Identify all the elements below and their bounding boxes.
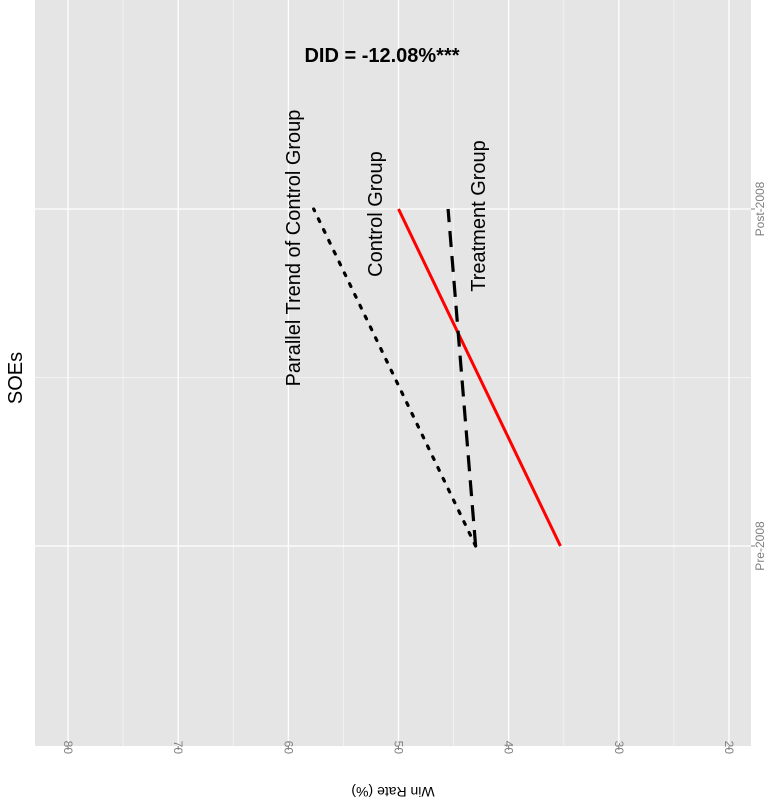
category-tick-label: Post-2008 [753,181,767,236]
value-axis-ticks: 20 30 40 50 60 70 80 [61,741,736,755]
value-tick-label: 70 [171,741,185,755]
parallel-trend-of-control-group-line [312,207,478,548]
y-axis-title: Win Rate (%) [351,784,434,800]
minor-gridlines [35,0,751,746]
value-tick-label: 60 [281,741,295,755]
treatment-group-label: Treatment Group [468,140,490,292]
major-gridlines [35,0,751,746]
control-group-label: Control Group [365,151,387,277]
value-tick-label: 80 [61,741,75,755]
facet-title: SOEs [5,352,27,404]
category-tick-label: Pre-2008 [753,521,767,571]
parallel-trend-label: Parallel Trend of Control Group [283,110,305,387]
value-tick-label: 20 [722,741,736,755]
value-tick-label: 40 [502,741,516,755]
control-group-line [397,208,562,547]
treatment-group-line [446,208,478,547]
value-tick-label: 30 [612,741,626,755]
category-axis-ticks: Pre-2008 Post-2008 [751,181,767,571]
series-lines [312,207,562,548]
value-tick-label: 50 [392,741,406,755]
did-annotation: DID = -12.08%*** [304,45,459,67]
